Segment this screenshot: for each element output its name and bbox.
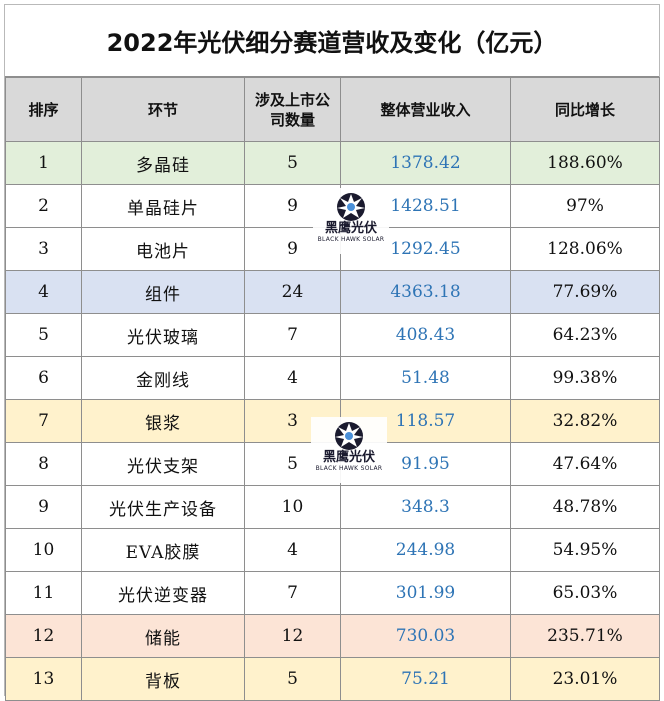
rank-cell: 1 xyxy=(5,141,82,185)
table-row: 4 组件 24 4363.18 77.69% xyxy=(5,270,660,314)
count-cell: 10 xyxy=(244,485,341,529)
growth-cell: 48.78% xyxy=(510,485,660,529)
header-segment: 环节 xyxy=(81,77,245,142)
growth-cell: 64.23% xyxy=(510,313,660,357)
count-cell: 7 xyxy=(244,571,341,615)
table-row: 10 EVA胶膜 4 244.98 54.95% xyxy=(5,528,660,572)
growth-cell: 188.60% xyxy=(510,141,660,185)
growth-cell: 77.69% xyxy=(510,270,660,314)
rank-cell: 11 xyxy=(5,571,82,615)
segment-cell: 光伏逆变器 xyxy=(81,571,245,615)
growth-cell: 47.64% xyxy=(510,442,660,486)
revenue-cell: 51.48 xyxy=(340,356,511,400)
table-header-row: 排序 环节 涉及上市公司数量 整体营业收入 同比增长 xyxy=(5,77,660,142)
rank-cell: 9 xyxy=(5,485,82,529)
count-cell: 24 xyxy=(244,270,341,314)
growth-cell: 235.71% xyxy=(510,614,660,658)
watermark-text: 黑鹰光伏 xyxy=(322,450,375,465)
page-title: 2022年光伏细分赛道营收及变化（亿元） xyxy=(5,5,659,77)
segment-cell: 背板 xyxy=(81,657,245,701)
segment-cell: 金刚线 xyxy=(81,356,245,400)
table-row: 9 光伏生产设备 10 348.3 48.78% xyxy=(5,485,660,529)
count-cell: 12 xyxy=(244,614,341,658)
revenue-cell: 1378.42 xyxy=(340,141,511,185)
revenue-cell: 75.21 xyxy=(340,657,511,701)
revenue-cell: 348.3 xyxy=(340,485,511,529)
header-rank: 排序 xyxy=(5,77,82,142)
rank-cell: 6 xyxy=(5,356,82,400)
revenue-cell: 301.99 xyxy=(340,571,511,615)
rank-cell: 12 xyxy=(5,614,82,658)
rank-cell: 3 xyxy=(5,227,82,271)
segment-cell: 电池片 xyxy=(81,227,245,271)
growth-cell: 32.82% xyxy=(510,399,660,443)
revenue-cell: 730.03 xyxy=(340,614,511,658)
table-row: 13 背板 5 75.21 23.01% xyxy=(5,657,660,701)
segment-cell: 组件 xyxy=(81,270,245,314)
revenue-table: 排序 环节 涉及上市公司数量 整体营业收入 同比增长 1 多晶硅 5 1378.… xyxy=(5,77,660,701)
rank-cell: 7 xyxy=(5,399,82,443)
watermark-subtext: BLACK HAWK SOLAR xyxy=(317,236,385,243)
header-company-count: 涉及上市公司数量 xyxy=(244,77,341,142)
revenue-table-sheet: 2022年光伏细分赛道营收及变化（亿元） 排序 环节 涉及上市公司数量 整体营业… xyxy=(4,4,660,701)
rank-cell: 13 xyxy=(5,657,82,701)
segment-cell: 单晶硅片 xyxy=(81,184,245,228)
count-cell: 4 xyxy=(244,528,341,572)
segment-cell: 多晶硅 xyxy=(81,141,245,185)
growth-cell: 128.06% xyxy=(510,227,660,271)
rank-cell: 4 xyxy=(5,270,82,314)
table-row: 6 金刚线 4 51.48 99.38% xyxy=(5,356,660,400)
count-cell: 4 xyxy=(244,356,341,400)
segment-cell: 光伏玻璃 xyxy=(81,313,245,357)
growth-cell: 99.38% xyxy=(510,356,660,400)
table-row: 11 光伏逆变器 7 301.99 65.03% xyxy=(5,571,660,615)
table-row: 5 光伏玻璃 7 408.43 64.23% xyxy=(5,313,660,357)
segment-cell: 光伏支架 xyxy=(81,442,245,486)
header-growth: 同比增长 xyxy=(510,77,660,142)
count-cell: 5 xyxy=(244,141,341,185)
table-row: 1 多晶硅 5 1378.42 188.60% xyxy=(5,141,660,185)
segment-cell: 光伏生产设备 xyxy=(81,485,245,529)
revenue-cell: 408.43 xyxy=(340,313,511,357)
segment-cell: 银浆 xyxy=(81,399,245,443)
revenue-cell: 244.98 xyxy=(340,528,511,572)
growth-cell: 65.03% xyxy=(510,571,660,615)
rank-cell: 5 xyxy=(5,313,82,357)
segment-cell: EVA胶膜 xyxy=(81,528,245,572)
watermark-logo: 黑鹰光伏 BLACK HAWK SOLAR xyxy=(313,188,389,254)
segment-cell: 储能 xyxy=(81,614,245,658)
hawk-logo-icon xyxy=(337,193,365,221)
table-row: 12 储能 12 730.03 235.71% xyxy=(5,614,660,658)
rank-cell: 2 xyxy=(5,184,82,228)
watermark-text: 黑鹰光伏 xyxy=(324,221,377,236)
watermark-subtext: BLACK HAWK SOLAR xyxy=(315,465,383,472)
growth-cell: 97% xyxy=(510,184,660,228)
watermark-logo: 黑鹰光伏 BLACK HAWK SOLAR xyxy=(311,417,387,483)
count-cell: 5 xyxy=(244,657,341,701)
hawk-logo-icon xyxy=(335,422,363,450)
rank-cell: 8 xyxy=(5,442,82,486)
rank-cell: 10 xyxy=(5,528,82,572)
header-revenue: 整体营业收入 xyxy=(340,77,511,142)
count-cell: 7 xyxy=(244,313,341,357)
growth-cell: 23.01% xyxy=(510,657,660,701)
growth-cell: 54.95% xyxy=(510,528,660,572)
revenue-cell: 4363.18 xyxy=(340,270,511,314)
